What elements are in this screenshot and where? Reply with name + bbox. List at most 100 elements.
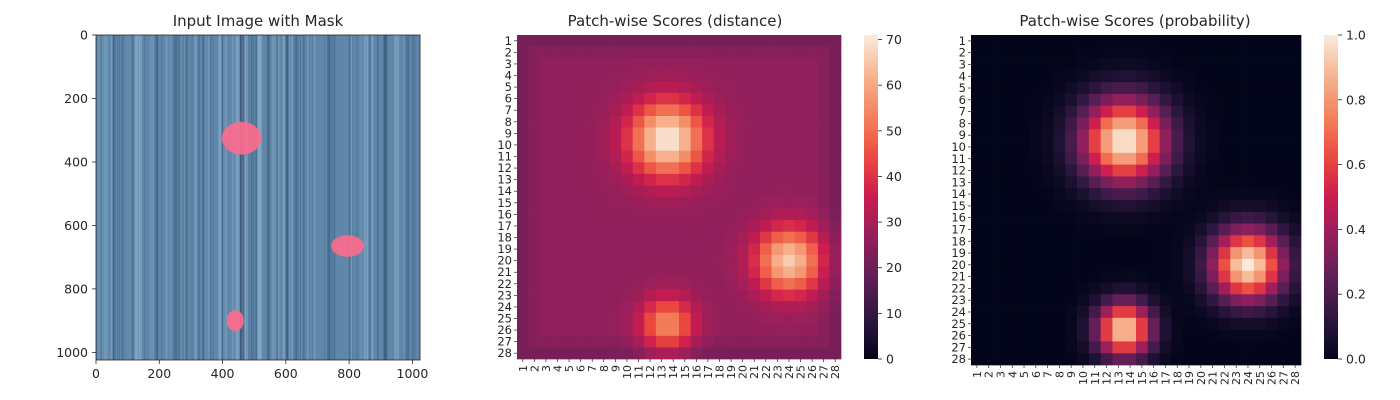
heatmap-cell [1171, 93, 1184, 107]
x-tick-label: 23 [771, 365, 784, 379]
texture-streak [366, 35, 370, 360]
heatmap-cell [690, 92, 703, 105]
heatmap-cell [1218, 105, 1231, 118]
heatmap-cell [1242, 141, 1255, 154]
heatmap-cell [1289, 164, 1302, 177]
heatmap-cell [1159, 353, 1172, 366]
heatmap-cell [1171, 58, 1184, 71]
heatmap-cell [760, 58, 772, 71]
x-tick-label: 12 [1101, 371, 1114, 385]
heatmap-cell [1006, 164, 1019, 177]
heatmap-cell [1206, 129, 1219, 142]
heatmap-cell [528, 231, 541, 244]
heatmap-cell [783, 46, 796, 59]
heatmap-cell [748, 104, 761, 117]
heatmap-cell [806, 347, 819, 360]
heatmap-cell [1242, 200, 1255, 213]
heatmap-cell [794, 243, 807, 256]
heatmap-cell [1053, 235, 1066, 248]
heatmap-cell [760, 162, 772, 175]
heatmap-cell [644, 266, 657, 279]
heatmap-cell [1100, 247, 1113, 260]
heatmap-cell [1041, 141, 1054, 154]
heatmap-cell [1159, 70, 1172, 83]
x-tick-label: 24 [783, 365, 796, 379]
heatmap-cell [1147, 235, 1160, 248]
heatmap-cell [540, 81, 553, 94]
heatmap-cell [1265, 117, 1278, 130]
heatmap-cell [982, 58, 995, 71]
heatmap-cell [517, 35, 529, 47]
heatmap-cell [783, 301, 796, 314]
heatmap-cell [1277, 258, 1290, 272]
heatmap-cell [1100, 152, 1113, 165]
heatmap-cell [1041, 176, 1054, 189]
heatmap-cell [1124, 129, 1137, 142]
heatmap-cell [586, 197, 599, 209]
heatmap-cell [829, 231, 842, 244]
heatmap-cell [1206, 164, 1219, 177]
texture-streak [267, 35, 269, 360]
texture-streak [197, 35, 200, 360]
heatmap-cell [563, 278, 576, 290]
heatmap-cell [817, 35, 830, 47]
heatmap-cell [517, 46, 529, 59]
texture-streak [114, 35, 116, 360]
texture-streak [173, 35, 177, 360]
heatmap-cell [1041, 306, 1054, 319]
texture-streak [412, 35, 416, 360]
heatmap-cell [971, 129, 984, 142]
heatmap-cell [794, 104, 807, 117]
heatmap-cell [1265, 35, 1278, 48]
heatmap-cell [1029, 211, 1043, 224]
y-tick-label: 4 [505, 69, 512, 83]
heatmap-cell [1253, 282, 1266, 295]
heatmap-cell [1277, 188, 1290, 201]
heatmap-cell [1194, 129, 1208, 142]
heatmap-cell [1112, 353, 1125, 366]
heatmap-cell [528, 301, 541, 314]
heatmap-cell [760, 46, 772, 59]
heatmap-cell [806, 266, 819, 279]
heatmap-cell [725, 289, 738, 302]
heatmap-cell [794, 301, 807, 314]
heatmap-cell [982, 270, 995, 283]
heatmap-cell [794, 139, 807, 152]
texture-streak [368, 35, 372, 360]
heatmap-cell [598, 278, 610, 290]
heatmap-cell [1029, 223, 1043, 236]
heatmap-cell [1029, 164, 1043, 177]
heatmap-cell [1112, 294, 1125, 307]
heatmap-cell [1183, 176, 1196, 189]
heatmap-cell [725, 104, 738, 117]
texture-streak [310, 35, 313, 360]
heatmap-cell [1018, 282, 1031, 295]
heatmap-cell [1230, 223, 1243, 236]
heatmap-cell [528, 312, 541, 325]
heatmap-cell [1136, 211, 1149, 224]
heatmap-cell [1065, 58, 1078, 71]
heatmap-cell [971, 235, 984, 248]
heatmap-cell [817, 324, 830, 337]
heatmap-cell [817, 278, 830, 290]
texture-streak [298, 35, 300, 360]
texture-streak [308, 35, 309, 360]
heatmap-cell [1289, 58, 1302, 71]
heatmap-cell [1206, 141, 1219, 154]
heatmap-cell [748, 127, 761, 140]
heatmap-cell [1277, 164, 1290, 177]
heatmap-cell [817, 58, 830, 71]
texture-streak [403, 35, 405, 360]
heatmap-cell [1242, 93, 1255, 107]
heatmap-cell [1100, 105, 1113, 118]
texture-streak [134, 35, 138, 360]
texture-streak [313, 35, 315, 360]
heatmap-cell [1265, 129, 1278, 142]
heatmap-cell [1194, 35, 1208, 48]
texture-streak [224, 35, 227, 360]
heatmap-cell [771, 58, 784, 71]
heatmap-cell [1289, 247, 1302, 260]
heatmap-cell [1100, 117, 1113, 130]
heatmap-cell [1206, 247, 1219, 260]
heatmap-cell [667, 208, 680, 221]
